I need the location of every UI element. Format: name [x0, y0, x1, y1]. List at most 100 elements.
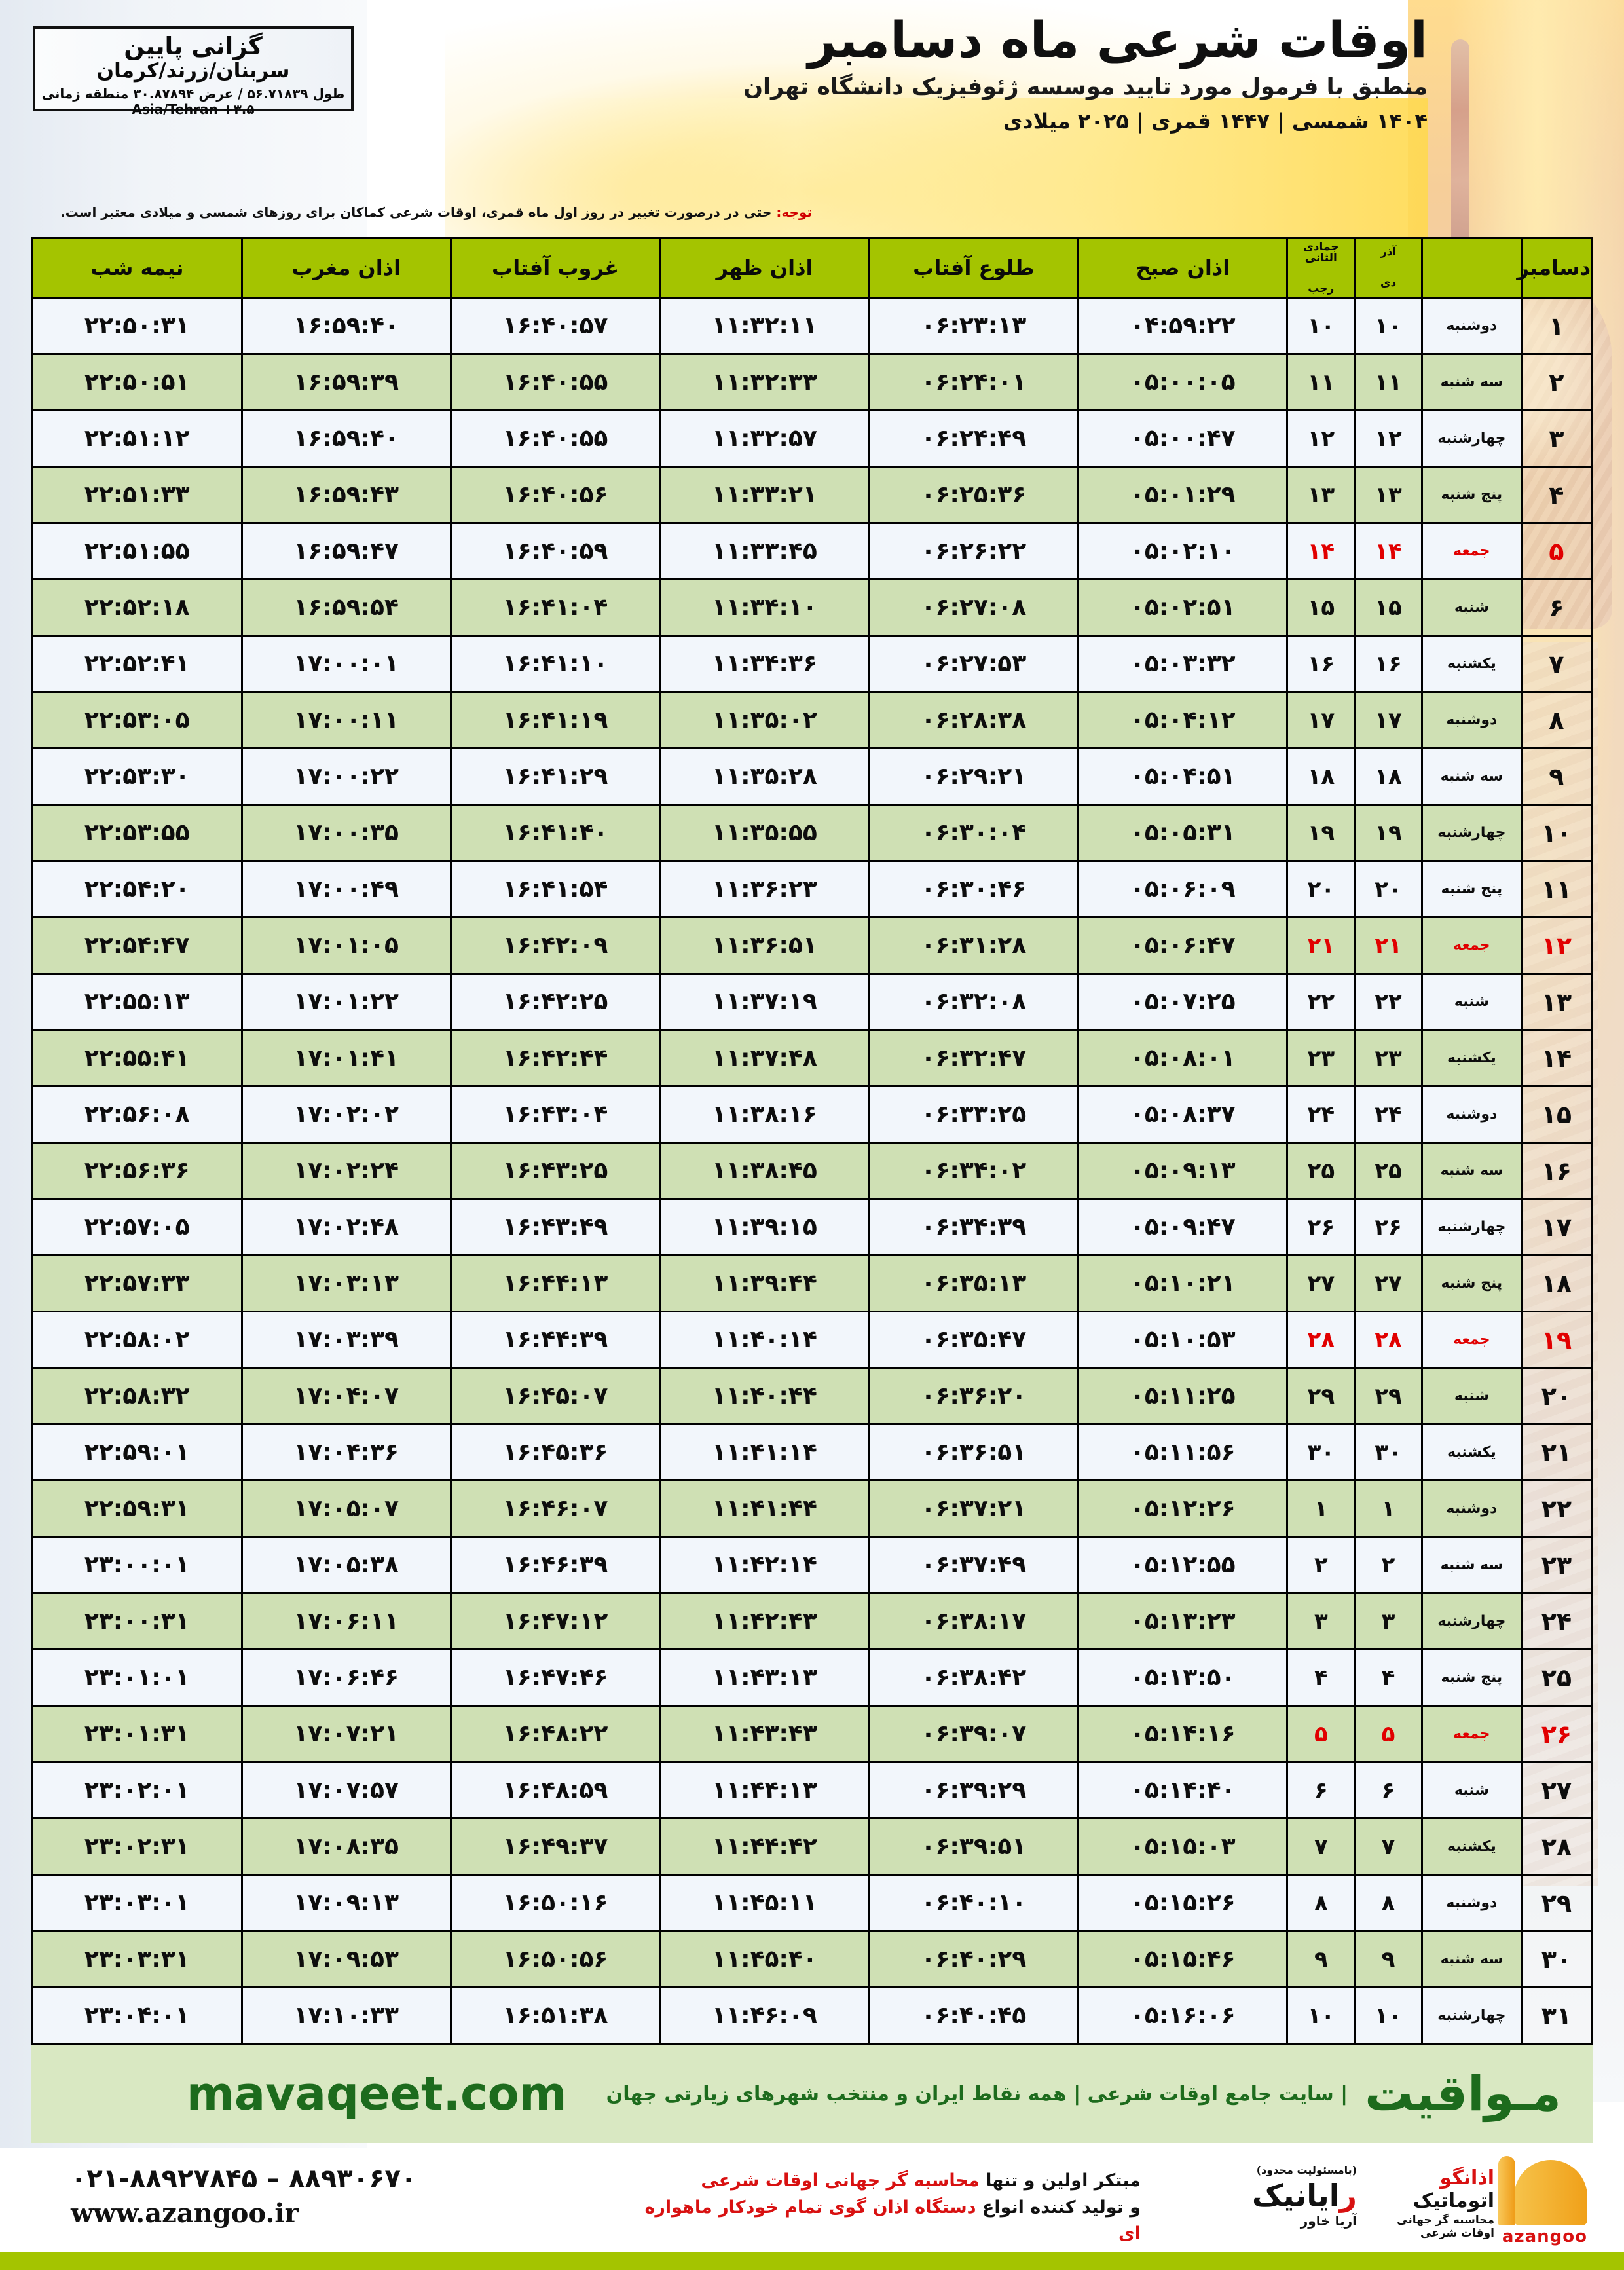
- cell-dhuhr: ۱۱:۳۷:۱۹: [659, 973, 870, 1031]
- azangoo-subtitle: محاسبه گر جهانی اوقات شرعی: [1397, 2214, 1494, 2240]
- cell-midnight: ۲۳:۰۳:۰۱: [31, 1874, 243, 1932]
- cell-fajr: ۰۵:۱۶:۰۶: [1077, 1986, 1289, 2045]
- azangoo-latin-text: azangoo: [1502, 2227, 1587, 2246]
- cell-fajr: ۰۵:۰۸:۰۱: [1077, 1029, 1289, 1087]
- cell-shamsi-day: ۱۸: [1354, 747, 1423, 806]
- cell-dhuhr: ۱۱:۴۲:۱۴: [659, 1536, 870, 1594]
- cell-sunrise: ۰۶:۲۷:۰۸: [868, 578, 1080, 637]
- rayaneek-sub-part1: آریا: [1335, 2213, 1357, 2229]
- cell-midnight: ۲۲:۵۴:۴۷: [31, 916, 243, 975]
- footer-promo-line1-dark: مبتکر اولین و تنها: [979, 2170, 1141, 2191]
- table-row: ۳ چهارشنبه ۱۲ ۱۲ ۰۵:۰۰:۴۷ ۰۶:۲۴:۴۹ ۱۱:۳۲:۵۷ ۱۶:…: [31, 409, 1593, 468]
- cell-qamari-day: ۱۰: [1286, 297, 1356, 355]
- cell-fajr: ۰۵:۱۳:۲۳: [1077, 1592, 1289, 1650]
- cell-fajr: ۰۵:۰۱:۲۹: [1077, 466, 1289, 524]
- cell-fajr: ۰۵:۱۱:۲۵: [1077, 1367, 1289, 1425]
- page-subtitle: منطبق با فرمول مورد تایید موسسه ژئوفیزیک…: [743, 74, 1428, 101]
- cell-shamsi-day: ۱۰: [1354, 297, 1423, 355]
- cell-sunset: ۱۶:۴۰:۵۵: [449, 409, 661, 468]
- footer-promo-line1-red: محاسبه گر جهانی اوقات شرعی: [701, 2170, 980, 2191]
- cell-qamari-day: ۲۰: [1286, 860, 1356, 918]
- cell-midnight: ۲۲:۵۵:۴۱: [31, 1029, 243, 1087]
- table-row: ۶ شنبه ۱۵ ۱۵ ۰۵:۰۲:۵۱ ۰۶:۲۷:۰۸ ۱۱:۳۴:۱۰ ۱۶:۴۱:۰…: [31, 578, 1593, 637]
- cell-sunset: ۱۶:۴۱:۰۴: [449, 578, 661, 637]
- table-row: ۱۵ دوشنبه ۲۴ ۲۴ ۰۵:۰۸:۳۷ ۰۶:۳۳:۲۵ ۱۱:۳۸:۱۶ ۱۶:۴…: [31, 1085, 1593, 1144]
- cell-sunset: ۱۶:۴۱:۵۴: [449, 860, 661, 918]
- note-keyword: توجه:: [776, 204, 812, 220]
- cell-shamsi-day: ۱۰: [1354, 1986, 1423, 2045]
- cell-sunset: ۱۶:۵۱:۳۸: [449, 1986, 661, 2045]
- cell-fajr: ۰۵:۰۲:۵۱: [1077, 578, 1289, 637]
- cell-sunset: ۱۶:۴۶:۳۹: [449, 1536, 661, 1594]
- cell-shamsi-day: ۱: [1354, 1479, 1423, 1538]
- cell-shamsi-day: ۲۸: [1354, 1311, 1423, 1369]
- minaret-decoration: [1451, 39, 1469, 275]
- cell-dhuhr: ۱۱:۴۵:۴۰: [659, 1930, 870, 1988]
- cell-fajr: ۰۵:۰۶:۴۷: [1077, 916, 1289, 975]
- cell-gregorian-day: ۲۵: [1520, 1648, 1593, 1707]
- cell-sunrise: ۰۶:۳۸:۴۲: [868, 1648, 1080, 1707]
- minaret-icon: [1498, 2156, 1515, 2225]
- cell-midnight: ۲۲:۵۶:۰۸: [31, 1085, 243, 1144]
- dome-icon: [1514, 2160, 1587, 2225]
- cell-midnight: ۲۳:۰۱:۳۱: [31, 1705, 243, 1763]
- cell-dhuhr: ۱۱:۳۴:۱۰: [659, 578, 870, 637]
- cell-qamari-day: ۱۰: [1286, 1986, 1356, 2045]
- cell-sunset: ۱۶:۴۲:۲۵: [449, 973, 661, 1031]
- cell-gregorian-day: ۲۱: [1520, 1423, 1593, 1481]
- brand-band: مـواقیت | سایت جامع اوقات شرعی | همه نقا…: [31, 2045, 1593, 2143]
- cell-maghrib: ۱۶:۵۹:۴۰: [240, 409, 452, 468]
- cell-midnight: ۲۳:۰۳:۳۱: [31, 1930, 243, 1988]
- cell-sunset: ۱۶:۴۰:۵۷: [449, 297, 661, 355]
- cell-dhuhr: ۱۱:۳۶:۲۳: [659, 860, 870, 918]
- table-row: ۱۷ چهارشنبه ۲۶ ۲۶ ۰۵:۰۹:۴۷ ۰۶:۳۴:۳۹ ۱۱:۳۹:۱۵ ۱۶…: [31, 1198, 1593, 1256]
- cell-sunset: ۱۶:۴۸:۲۲: [449, 1705, 661, 1763]
- cell-qamari-day: ۲۷: [1286, 1254, 1356, 1312]
- cell-qamari-day: ۱۴: [1286, 522, 1356, 580]
- footer-promo-text: مبتکر اولین و تنها محاسبه گر جهانی اوقات…: [643, 2168, 1141, 2248]
- cell-fajr: ۰۵:۰۹:۱۳: [1077, 1142, 1289, 1200]
- cell-maghrib: ۱۶:۵۹:۵۴: [240, 578, 452, 637]
- footer-url[interactable]: www.azangoo.ir: [71, 2198, 299, 2229]
- cell-dhuhr: ۱۱:۳۶:۵۱: [659, 916, 870, 975]
- cell-weekday: شنبه: [1420, 578, 1522, 637]
- cell-weekday: جمعه: [1420, 1311, 1522, 1369]
- table-body: ۱ دوشنبه ۱۰ ۱۰ ۰۴:۵۹:۲۲ ۰۶:۲۳:۱۳ ۱۱:۳۲:۱۱ ۱۶:۴۰…: [31, 297, 1593, 2045]
- cell-shamsi-day: ۱۲: [1354, 409, 1423, 468]
- cell-sunrise: ۰۶:۳۹:۰۷: [868, 1705, 1080, 1763]
- cell-weekday: دوشنبه: [1420, 297, 1522, 355]
- cell-shamsi-day: ۳: [1354, 1592, 1423, 1650]
- brand-url[interactable]: mavaqeet.com: [186, 2067, 567, 2121]
- cell-midnight: ۲۲:۵۳:۰۵: [31, 691, 243, 749]
- cell-sunrise: ۰۶:۳۲:۴۷: [868, 1029, 1080, 1087]
- cell-dhuhr: ۱۱:۴۱:۱۴: [659, 1423, 870, 1481]
- cell-sunset: ۱۶:۴۳:۰۴: [449, 1085, 661, 1144]
- cell-weekday: دوشنبه: [1420, 1479, 1522, 1538]
- cell-gregorian-day: ۸: [1520, 691, 1593, 749]
- cell-dhuhr: ۱۱:۳۵:۰۲: [659, 691, 870, 749]
- cell-qamari-day: ۲۶: [1286, 1198, 1356, 1256]
- cell-fajr: ۰۵:۰۰:۴۷: [1077, 409, 1289, 468]
- calendar-years-line: ۱۴۰۴ شمسی | ۱۴۴۷ قمری | ۲۰۲۵ میلادی: [1003, 109, 1428, 134]
- header-shamsi-months: آذر دی: [1354, 237, 1423, 299]
- cell-shamsi-day: ۱۱: [1354, 353, 1423, 411]
- cell-weekday: سه شنبه: [1420, 747, 1522, 806]
- cell-midnight: ۲۳:۰۴:۰۱: [31, 1986, 243, 2045]
- cell-gregorian-day: ۲۹: [1520, 1874, 1593, 1932]
- location-box: گزانی پایین سربنان/زرند/کرمان طول ۵۶.۷۱۸…: [33, 26, 354, 117]
- header-gregorian-day: دسامبر: [1517, 237, 1593, 299]
- cell-fajr: ۰۵:۰۵:۳۱: [1077, 804, 1289, 862]
- rayaneek-small-text: (بامسئولیت محدود): [1256, 2164, 1357, 2176]
- cell-weekday: یکشنبه: [1420, 1817, 1522, 1876]
- cell-gregorian-day: ۲۳: [1520, 1536, 1593, 1594]
- azangoo-logo-text: اذانگو اتوماتیک محاسبه گر جهانی اوقات شر…: [1376, 2167, 1494, 2240]
- cell-gregorian-day: ۱۷: [1520, 1198, 1593, 1256]
- cell-fajr: ۰۵:۱۳:۵۰: [1077, 1648, 1289, 1707]
- cell-gregorian-day: ۱۹: [1520, 1311, 1593, 1369]
- cell-sunrise: ۰۶:۳۰:۰۴: [868, 804, 1080, 862]
- cell-weekday: چهارشنبه: [1420, 409, 1522, 468]
- table-row: ۴ پنج شنبه ۱۳ ۱۳ ۰۵:۰۱:۲۹ ۰۶:۲۵:۳۶ ۱۱:۳۳:۲۱ ۱۶:…: [31, 466, 1593, 524]
- cell-sunrise: ۰۶:۳۷:۴۹: [868, 1536, 1080, 1594]
- azangoo-title-part1: اذانگو: [1439, 2167, 1494, 2189]
- cell-gregorian-day: ۱۸: [1520, 1254, 1593, 1312]
